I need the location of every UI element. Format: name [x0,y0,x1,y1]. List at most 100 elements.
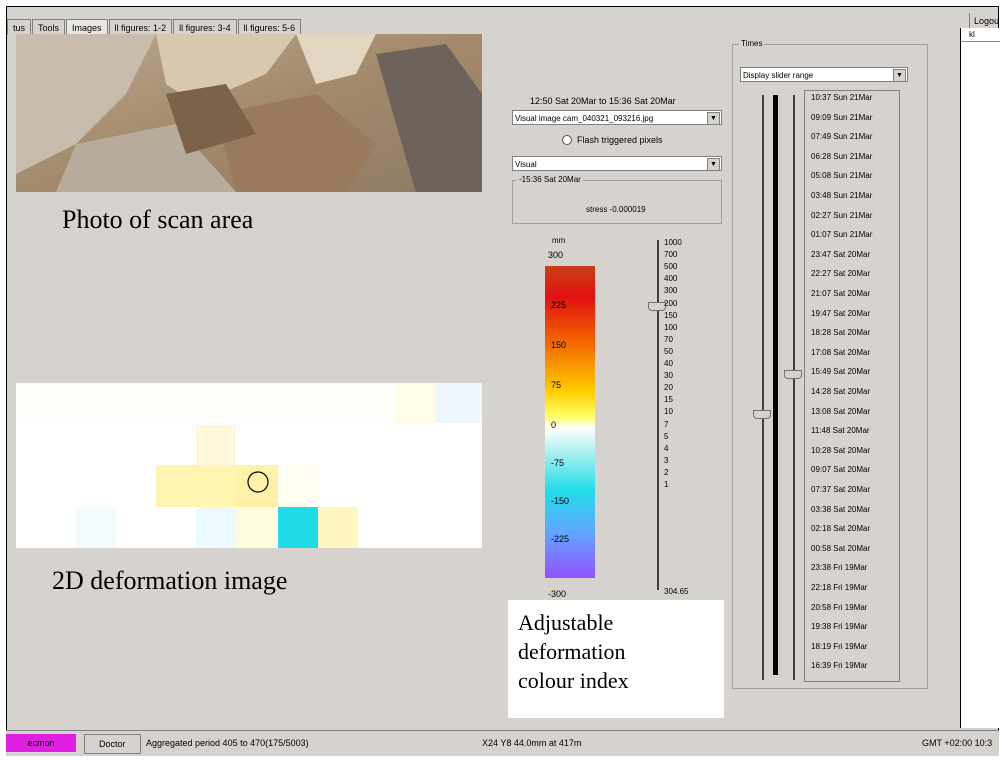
deformation-image[interactable] [16,383,482,548]
aggregated-period: Aggregated period 405 to 470(175/5003) [146,738,309,748]
time-list-item[interactable]: 02:18 Sat 20Mar [811,524,871,533]
flash-pixels-option[interactable]: Flash triggered pixels [562,135,663,145]
range-scale-label: 100 [664,323,678,332]
callout-line-2: deformation [518,639,626,664]
colorbar-tick-label: 150 [551,340,567,350]
deformation-caption: 2D deformation image [52,566,288,595]
time-list-item[interactable]: 09:07 Sat 20Mar [811,465,871,474]
chevron-down-icon[interactable]: ▼ [707,158,720,171]
tab-figures-3-4[interactable]: ll figures: 3-4 [173,19,237,35]
time-list-item[interactable]: 22:18 Fri 19Mar [811,583,868,592]
range-scale-label: 500 [664,262,678,271]
range-scale-label: 1000 [664,238,682,247]
slider-range-select[interactable]: Display slider range ▼ [740,67,908,82]
stress-group-label: -15:36 Sat 20Mar [517,175,583,184]
time-list-item[interactable]: 19:47 Sat 20Mar [811,309,871,318]
time-list-item[interactable]: 03:38 Sat 20Mar [811,505,871,514]
slider-range-value: Display slider range [743,71,814,80]
range-scale-label: 2 [664,468,669,477]
flash-pixels-label: Flash triggered pixels [577,135,663,145]
times-list[interactable]: 10:37 Sun 21Mar 09:09 Sun 21Mar 07:49 Sun … [804,90,900,682]
time-list-item[interactable]: 19:38 Fri 19Mar [811,622,868,631]
time-list-item[interactable]: 07:49 Sun 21Mar [811,132,873,141]
doctor-button[interactable]: Doctor [84,734,141,754]
time-list-item[interactable]: 06:28 Sun 21Mar [811,152,873,161]
callout-line-1: Adjustable [518,610,614,635]
mode-select[interactable]: Visual ▼ [512,156,722,171]
time-slider-start-track[interactable] [762,95,764,680]
colorbar-tick-label: 225 [551,300,567,310]
time-slider-end-thumb[interactable] [784,370,802,379]
time-list-item[interactable]: 03:48 Sun 21Mar [811,191,873,200]
colorbar-tick-label: -150 [551,496,570,506]
chevron-down-icon[interactable]: ▼ [893,69,906,82]
colour-index-callout: Adjustable deformation colour index [508,600,724,718]
range-scale-label: 300 [664,286,678,295]
range-scale-label: 1 [664,480,669,489]
time-list-item[interactable]: 02:27 Sun 21Mar [811,211,873,220]
range-bar-left [773,95,778,675]
range-scale-label: 7 [664,420,669,429]
tab-bar: tus Tools Images ll figures: 1-2 ll figu… [7,13,958,35]
image-file-value: Visual image cam_040321_093216.jpg [515,114,654,123]
colorbar-tick-label: 0 [551,420,557,430]
selection-circle [247,471,269,493]
range-scale-label: 10 [664,407,673,416]
colorbar-tick-label: -225 [551,534,570,544]
range-scale-label: 3 [664,456,669,465]
time-list-item[interactable]: 07:37 Sat 20Mar [811,485,871,494]
date-range-label: 12:50 Sat 20Mar to 15:36 Sat 20Mar [530,96,676,106]
cursor-coords: X24 Y8 44.0mm at 417m [482,738,582,748]
photo-caption: Photo of scan area [62,205,254,234]
time-list-item[interactable]: 18:28 Sat 20Mar [811,328,871,337]
range-scale-label: 20 [664,383,673,392]
time-list-item[interactable]: 10:37 Sun 21Mar [811,93,873,102]
time-list-item[interactable]: 23:38 Fri 19Mar [811,563,868,572]
range-slider-thumb[interactable] [648,302,666,311]
tab-images[interactable]: Images [66,19,108,35]
mode-value: Visual [515,160,537,169]
range-slider-track[interactable] [657,240,659,590]
colorbar [545,266,595,578]
time-list-item[interactable]: 18:19 Fri 19Mar [811,642,868,651]
right-side-panel: kl [960,28,1000,728]
status-bar: ecmon Doctor Aggregated period 405 to 47… [6,730,999,756]
time-list-item[interactable]: 10:28 Sat 20Mar [811,446,871,455]
time-list-item[interactable]: 05:08 Sun 21Mar [811,171,873,180]
user-badge[interactable]: ecmon [6,734,76,752]
time-list-item[interactable]: 09:09 Sun 21Mar [811,113,873,122]
clock: GMT +02:00 10:3 [922,738,993,748]
time-list-item[interactable]: 22:27 Sat 20Mar [811,269,871,278]
time-list-item[interactable]: 00:58 Sat 20Mar [811,544,871,553]
range-scale-label: 40 [664,359,673,368]
logout-button[interactable]: Logout [969,13,998,29]
colorbar-tick-label: 75 [551,380,562,390]
range-scale-label: 200 [664,299,678,308]
tab-figures-1-2[interactable]: ll figures: 1-2 [108,19,173,35]
tab-status[interactable]: tus [7,19,32,35]
time-list-item[interactable]: 13:08 Sat 20Mar [811,407,871,416]
time-list-item[interactable]: 01:07 Sun 21Mar [811,230,873,239]
tab-tools[interactable]: Tools [32,19,66,35]
radio-button-icon[interactable] [562,135,572,145]
range-scale-label: 5 [664,432,669,441]
stress-group: -15:36 Sat 20Mar stress -0.000019 [512,175,722,224]
time-list-item[interactable]: 20:58 Fri 19Mar [811,603,868,612]
range-scale-bottom: 304.65 [664,587,689,596]
time-list-item[interactable]: 15:49 Sat 20Mar [811,367,871,376]
time-list-item[interactable]: 17:08 Sat 20Mar [811,348,871,357]
time-list-item[interactable]: 23:47 Sat 20Mar [811,250,871,259]
right-panel-header: kl [961,28,1000,42]
range-scale-label: 150 [664,311,678,320]
time-list-item[interactable]: 21:07 Sat 20Mar [811,289,871,298]
image-file-select[interactable]: Visual image cam_040321_093216.jpg ▼ [512,110,722,125]
time-list-item[interactable]: 11:48 Sat 20Mar [811,426,870,435]
chevron-down-icon[interactable]: ▼ [707,112,720,125]
time-slider-start-thumb[interactable] [753,410,771,419]
time-list-item[interactable]: 16:39 Fri 19Mar [811,661,868,670]
time-list-item[interactable]: 14:28 Sat 20Mar [811,387,871,396]
rock-photo-image [16,34,482,192]
tab-figures-5-6[interactable]: ll figures: 5-6 [237,19,302,35]
time-slider-end-track[interactable] [793,95,795,680]
times-group: Times [732,39,928,689]
